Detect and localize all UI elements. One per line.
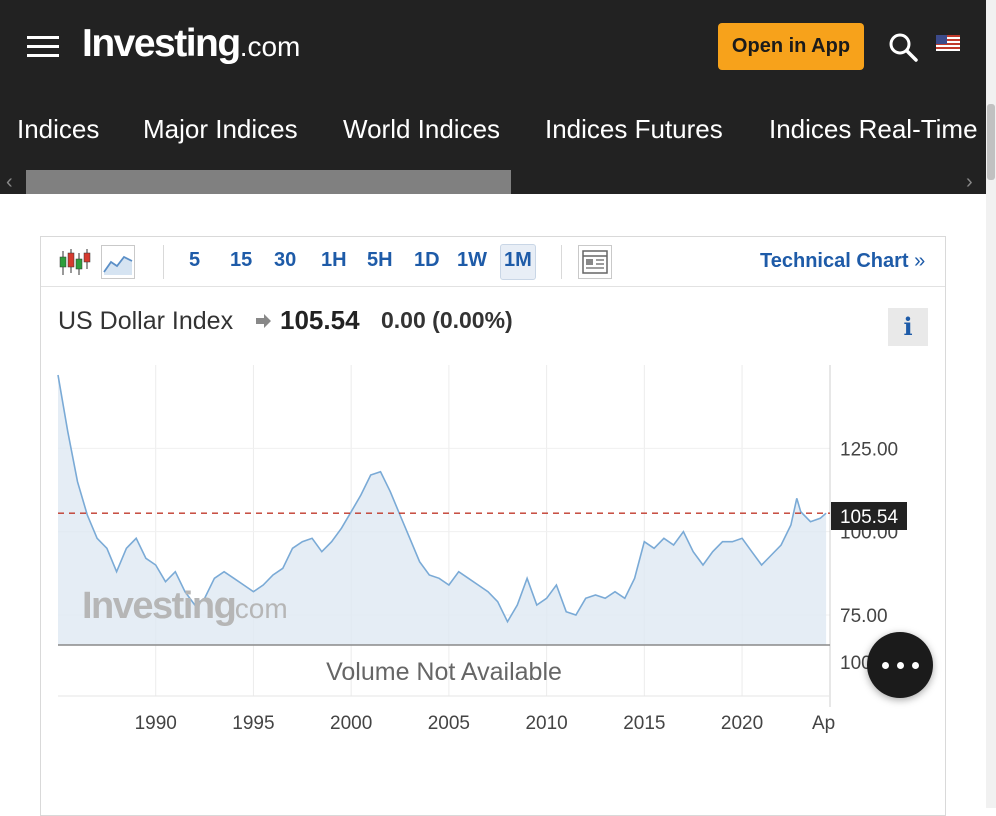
timeframe-5h[interactable]: 5H: [367, 249, 393, 271]
chart-widget: 5 15 30 1H 5H 1D 1W 1M Technical Chart »…: [40, 236, 946, 816]
nav-item-indices-real-time[interactable]: Indices Real-Time: [769, 114, 978, 144]
nav-item-indices[interactable]: Indices: [17, 114, 100, 144]
price-tag: 105.54: [831, 502, 907, 530]
x-tick-label: 2010: [525, 713, 567, 734]
right-arrow-icon: [256, 314, 271, 328]
toolbar-separator: [561, 245, 562, 279]
area-chart-icon[interactable]: [101, 245, 135, 279]
change-value: 0.00: [381, 307, 426, 333]
volume-axis-label: 100: [840, 653, 872, 674]
nav-item-world-indices[interactable]: World Indices: [343, 114, 501, 144]
page-scrollbar[interactable]: [986, 0, 996, 808]
logo-main: Investing: [82, 22, 241, 65]
x-tick-label-last: Ap: [812, 713, 835, 734]
timeframe-1h[interactable]: 1H: [321, 249, 347, 271]
x-axis-labels: 1990 1995 2000 2005 2010 2015 2020: [135, 713, 764, 734]
last-price: 105.54: [280, 305, 360, 335]
x-tick-label: 1990: [135, 713, 177, 734]
page-scroll-thumb[interactable]: [987, 104, 995, 180]
nav-scroll-thumb[interactable]: [26, 170, 511, 194]
price-change: 0.00 (0.00%): [381, 307, 513, 334]
change-percent: (0.00%): [432, 307, 513, 333]
price-tag-label: 105.54: [840, 507, 899, 528]
more-dots-icon: [912, 662, 919, 669]
timeframe-1w[interactable]: 1W: [457, 249, 487, 271]
double-chevron-icon: »: [914, 250, 926, 272]
nav-item-major-indices[interactable]: Major Indices: [143, 114, 298, 144]
chart-toolbar: 5 15 30 1H 5H 1D 1W 1M Technical Chart »: [41, 237, 945, 287]
nav-scrollbar[interactable]: ‹ ›: [0, 168, 986, 194]
toolbar-separator: [163, 245, 164, 279]
open-in-app-button[interactable]: Open in App: [718, 23, 864, 70]
technical-chart-link[interactable]: Technical Chart »: [760, 250, 925, 273]
info-button[interactable]: i: [888, 308, 928, 346]
technical-chart-label: Technical Chart: [760, 250, 909, 272]
y-tick-label: 125.00: [840, 439, 898, 460]
y-tick-label: 75.00: [840, 606, 888, 627]
more-dots-icon: [882, 662, 889, 669]
timeframe-5[interactable]: 5: [189, 249, 201, 271]
hamburger-menu-icon[interactable]: [27, 36, 59, 58]
timeframe-1m[interactable]: 1M: [504, 249, 532, 271]
site-logo[interactable]: Investing.com: [82, 22, 300, 66]
volume-not-available: Volume Not Available: [326, 658, 562, 686]
us-flag-icon[interactable]: [936, 35, 960, 51]
more-options-button[interactable]: [867, 632, 933, 698]
timeframe-15[interactable]: 15: [230, 249, 253, 271]
top-header: Investing.com Open in App: [0, 0, 986, 92]
x-tick-label: 2000: [330, 713, 372, 734]
candlestick-chart-icon[interactable]: [57, 245, 91, 279]
watermark-main: Investing: [82, 585, 235, 627]
scroll-right-icon[interactable]: ›: [966, 171, 973, 193]
scroll-left-icon[interactable]: ‹: [6, 171, 13, 193]
x-tick-label: 2005: [428, 713, 470, 734]
timeframe-30[interactable]: 30: [274, 249, 297, 271]
active-timeframe-highlight: [500, 244, 536, 280]
price-line: [57, 374, 827, 624]
news-layout-icon[interactable]: [578, 245, 612, 279]
more-dots-icon: [897, 662, 904, 669]
price-tag-background: [831, 502, 907, 530]
x-tick-label: 2015: [623, 713, 665, 734]
chart-watermark: Investing .com: [82, 585, 288, 627]
nav-item-indices-futures[interactable]: Indices Futures: [545, 114, 723, 144]
instrument-name: US Dollar Index: [58, 307, 234, 335]
chart-grid: [58, 365, 831, 707]
timeframe-1d[interactable]: 1D: [414, 249, 440, 271]
price-area: [58, 375, 827, 645]
search-icon[interactable]: [886, 30, 920, 64]
indices-nav: Indices Major Indices World Indices Indi…: [0, 92, 986, 168]
logo-suffix: .com: [239, 31, 301, 62]
watermark-suffix: .com: [227, 593, 288, 624]
x-tick-label: 2020: [721, 713, 763, 734]
x-tick-label: 1995: [232, 713, 274, 734]
